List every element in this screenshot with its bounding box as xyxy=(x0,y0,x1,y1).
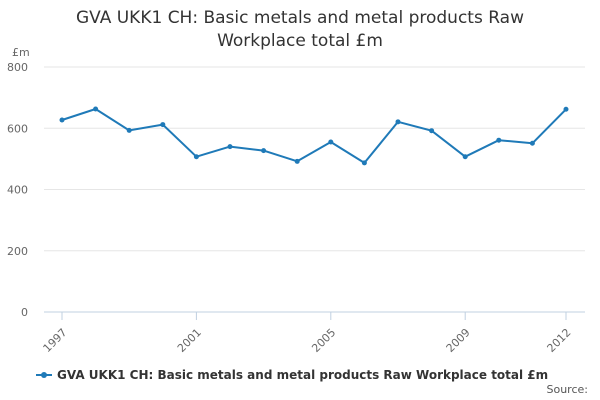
y-tick-label: 200 xyxy=(7,245,28,258)
data-point xyxy=(93,106,99,112)
data-point xyxy=(395,119,401,125)
y-axis-label: £m xyxy=(12,46,30,59)
y-tick-label: 800 xyxy=(7,61,28,74)
data-point xyxy=(529,140,535,146)
legend-line-marker-icon xyxy=(36,369,52,381)
data-point xyxy=(193,154,199,160)
legend-label: GVA UKK1 CH: Basic metals and metal prod… xyxy=(57,368,549,382)
x-tick-label: 2001 xyxy=(175,326,204,355)
y-tick-label: 0 xyxy=(21,306,28,319)
data-point xyxy=(227,144,233,150)
chart-title: GVA UKK1 CH: Basic metals and metal prod… xyxy=(0,7,600,53)
data-point xyxy=(328,139,334,145)
data-point xyxy=(563,106,569,112)
data-point xyxy=(361,160,367,166)
x-tick-label: 1997 xyxy=(41,326,70,355)
x-tick-label: 2012 xyxy=(545,326,574,355)
data-point xyxy=(160,122,166,128)
source-label: Source: xyxy=(546,383,589,396)
y-tick-label: 600 xyxy=(7,122,28,135)
y-tick-label: 400 xyxy=(7,184,28,197)
chart-title-line-1: GVA UKK1 CH: Basic metals and metal prod… xyxy=(75,8,524,28)
data-point xyxy=(261,148,267,154)
x-tick-label: 2009 xyxy=(444,326,473,355)
chart-title-line-2: Workplace total £m xyxy=(217,31,383,51)
x-tick-label: 2005 xyxy=(309,326,338,355)
data-point xyxy=(429,128,435,134)
data-point xyxy=(59,117,65,123)
data-point xyxy=(496,137,502,143)
data-point xyxy=(126,127,132,133)
chart-legend[interactable]: GVA UKK1 CH: Basic metals and metal prod… xyxy=(36,367,548,383)
series-line xyxy=(61,108,567,164)
data-point xyxy=(294,158,300,164)
data-point xyxy=(462,154,468,160)
